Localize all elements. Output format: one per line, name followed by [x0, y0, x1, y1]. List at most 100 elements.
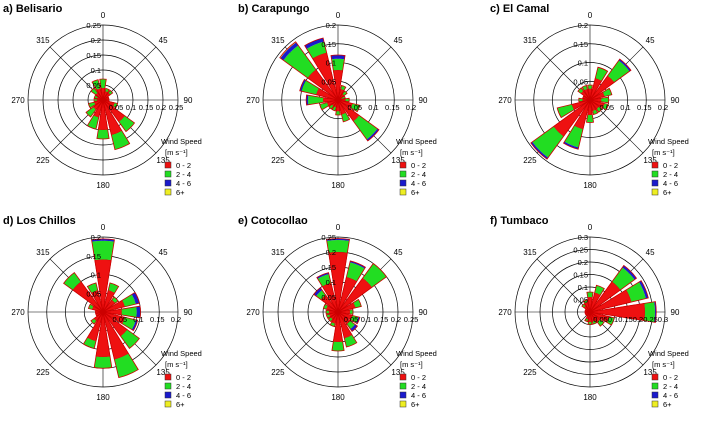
petal-outline — [589, 66, 609, 101]
petal-2-4 — [317, 274, 331, 287]
petal-2-4 — [586, 114, 594, 123]
legend-swatch-6-plus — [399, 400, 407, 408]
direction-label: 0 — [101, 223, 106, 232]
petal-outline — [102, 291, 140, 313]
petal-outline — [96, 99, 110, 140]
petal-outline — [325, 309, 339, 315]
legend-title: Wind Speed — [396, 349, 437, 358]
legend-label: 0 - 2 — [176, 373, 191, 382]
petal-2-4 — [301, 80, 319, 95]
petal-outline — [102, 99, 136, 133]
radial-tick-label: 0.15 — [618, 315, 633, 324]
petal-2-4 — [122, 317, 136, 330]
petal-outline — [305, 94, 339, 106]
radial-tick-label: 0.15 — [573, 271, 588, 280]
radial-tick-label: 0.2 — [91, 233, 101, 242]
direction-label: 90 — [671, 96, 680, 105]
radial-tick-label: 0.2 — [578, 258, 588, 267]
radial-tick-label: 0.15 — [374, 315, 389, 324]
direction-label: 225 — [36, 368, 50, 377]
petal-2-4 — [341, 112, 350, 122]
windrose-panel: b) Carapungo 0.05 0.05 0.1 0.1 0.15 0.15 0.2 0.2… — [238, 3, 437, 197]
radial-tick-label: 0.15 — [139, 103, 154, 112]
petal-outline — [329, 311, 339, 328]
petal-outline — [102, 98, 110, 102]
petal-4-6 — [366, 128, 379, 141]
radial-tick-label: 0.15 — [385, 103, 400, 112]
direction-label: 45 — [646, 36, 655, 45]
petal-2-4 — [644, 301, 655, 323]
direction-label: 180 — [331, 181, 345, 190]
radial-tick-label: 0.15 — [573, 40, 588, 49]
petal-outline — [327, 311, 339, 323]
legend-title: Wind Speed — [396, 137, 437, 146]
legend-swatch-0-2 — [399, 161, 407, 169]
direction-label: 90 — [419, 96, 428, 105]
panel-title: d) Los Chillos — [3, 215, 76, 227]
radial-tick-label: 0.05 — [86, 81, 101, 90]
radial-tick-label: 0.05 — [573, 77, 588, 86]
petal-outline — [102, 89, 114, 101]
petal-outline — [93, 98, 104, 102]
petal-outline — [316, 272, 339, 313]
direction-label: 270 — [246, 96, 260, 105]
petal-outline — [330, 54, 346, 101]
petal-outline — [328, 99, 339, 110]
direction-label: 45 — [394, 248, 403, 257]
direction-label: 225 — [271, 368, 285, 377]
petal-2-4 — [316, 290, 326, 300]
radial-tick-label: 0.2 — [391, 315, 401, 324]
petal-4-6 — [91, 238, 115, 242]
petal-outline — [582, 299, 591, 313]
radial-tick-label: 0.1 — [620, 103, 630, 112]
petal-outline — [102, 87, 110, 101]
radial-tick-label: 0.1 — [578, 283, 588, 292]
direction-label: 315 — [271, 36, 285, 45]
radial-tick-label: 0.15 — [637, 103, 652, 112]
legend-label: 2 - 4 — [411, 382, 426, 391]
legend-swatch-6-plus — [651, 400, 659, 408]
petal-outline — [337, 298, 362, 313]
legend-label: 0 - 2 — [411, 161, 426, 170]
petal-outline — [322, 303, 339, 313]
direction-label: 0 — [588, 11, 593, 20]
radial-tick-label: 0.05 — [347, 103, 362, 112]
radial-tick-label: 0.2 — [406, 103, 416, 112]
radial-tick-label: 0.2 — [326, 21, 336, 30]
petal-outline — [589, 58, 632, 101]
legend-unit: [m s⁻¹] — [165, 148, 188, 157]
legend-label: 2 - 4 — [176, 170, 191, 179]
direction-label: 270 — [498, 308, 512, 317]
petal-2-4 — [63, 272, 81, 290]
petal-outline — [589, 280, 649, 313]
radial-tick-label: 0.25 — [86, 21, 101, 30]
legend-swatch-6-plus — [399, 188, 407, 196]
legend-label: 2 - 4 — [663, 382, 678, 391]
petal-4-6 — [530, 141, 549, 160]
legend-label: 4 - 6 — [411, 391, 426, 400]
petal-2-4 — [557, 104, 575, 118]
radial-tick-label: 0.05 — [109, 103, 124, 112]
direction-label: 90 — [671, 308, 680, 317]
direction-label: 225 — [523, 156, 537, 165]
direction-label: 180 — [96, 181, 110, 190]
petal-2-4 — [121, 306, 137, 318]
legend-label: 2 - 4 — [176, 382, 191, 391]
direction-label: 45 — [394, 36, 403, 45]
legend-swatch-2-4 — [651, 382, 659, 390]
petal-4-6 — [280, 42, 299, 61]
radial-tick-label: 0.25 — [321, 233, 336, 242]
petal-outline — [578, 97, 591, 103]
radial-tick-label: 0.15 — [321, 40, 336, 49]
petal-outline — [93, 94, 104, 101]
petal-2-4 — [350, 103, 360, 112]
direction-label: 315 — [271, 248, 285, 257]
radial-tick-label: 0.2 — [156, 103, 166, 112]
petal-outline — [102, 296, 119, 313]
petal-outline — [102, 305, 141, 319]
petal-outline — [335, 99, 341, 116]
radial-tick-label: 0.1 — [91, 66, 101, 75]
petal-outline — [85, 99, 104, 118]
grid-spoke — [284, 311, 339, 366]
